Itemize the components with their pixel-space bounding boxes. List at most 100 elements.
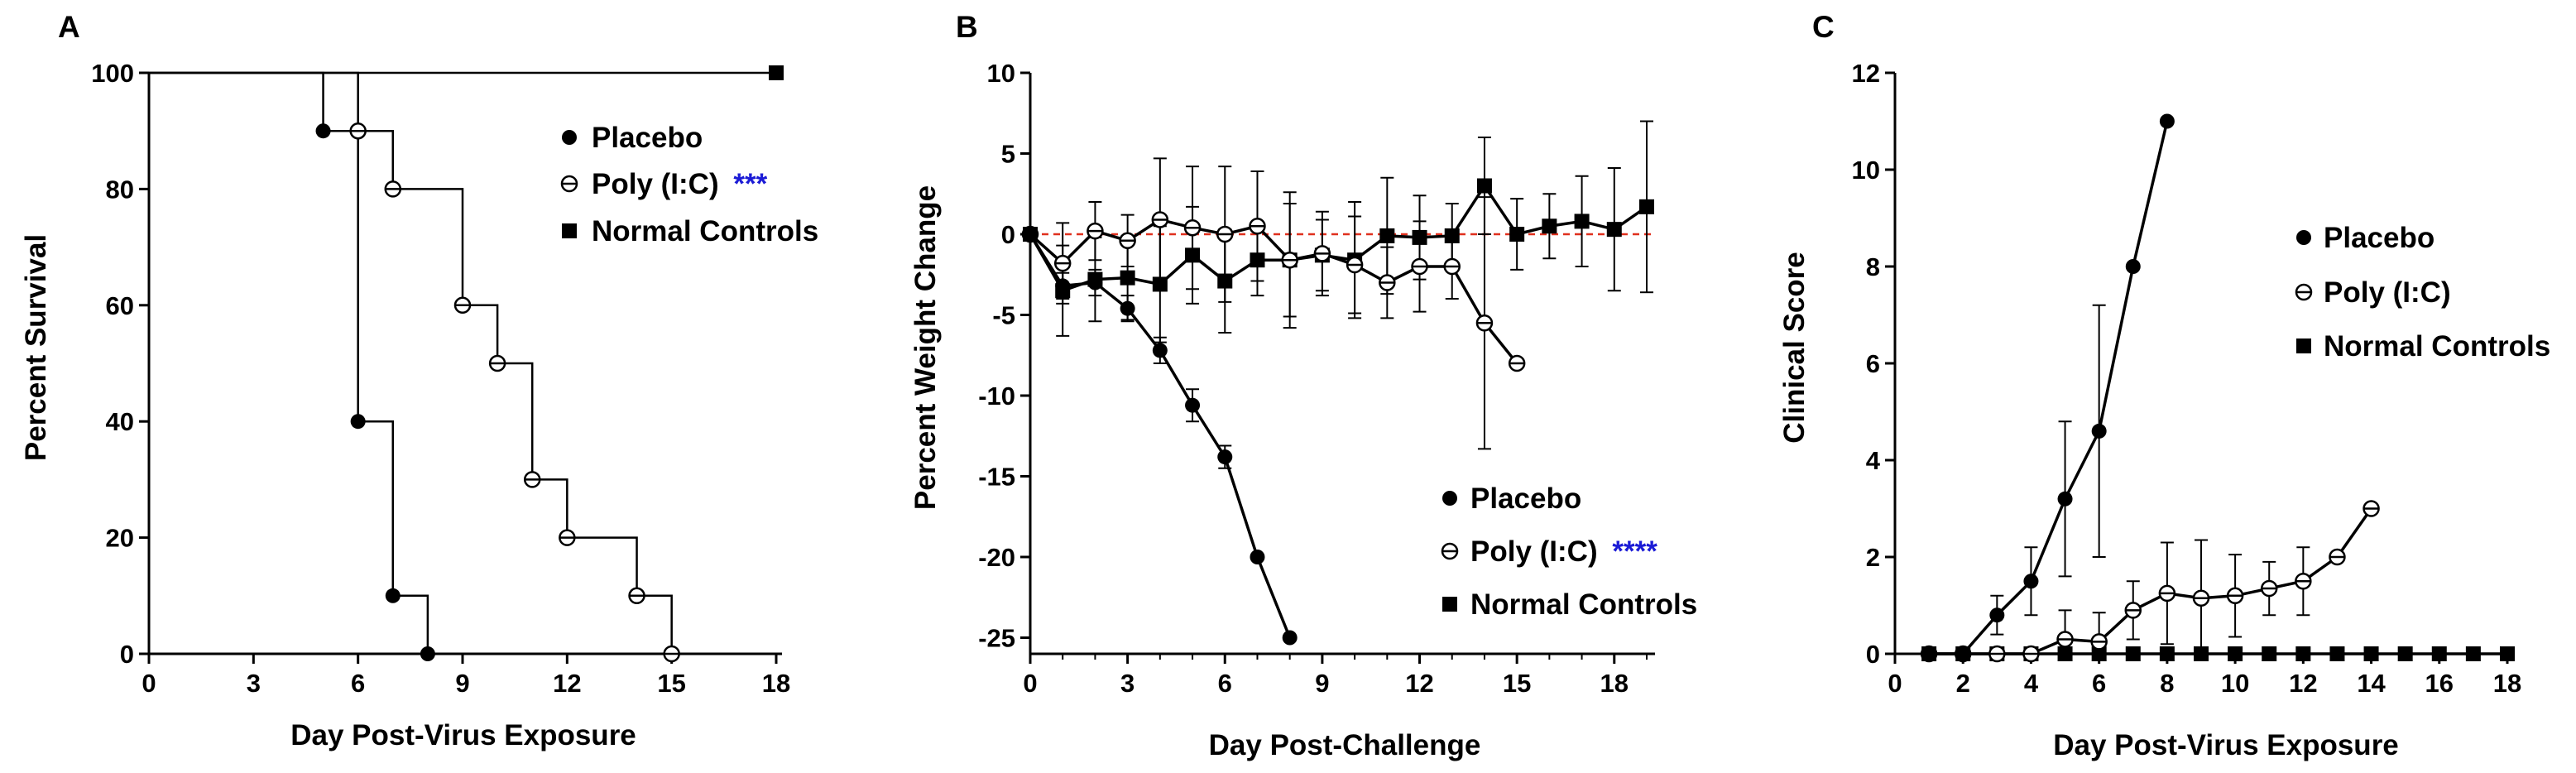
- panel-a-placebo-point: [315, 123, 331, 139]
- panel-c-controls-point: [2057, 646, 2073, 661]
- panel-a-letter: A: [58, 10, 80, 44]
- panel-b-placebo-point: [1217, 449, 1233, 465]
- panel-b-controls-point: [1606, 222, 1622, 238]
- legend-b-polyic-significance: ****: [1612, 535, 1657, 568]
- panel-c-xtick-label: 14: [2357, 669, 2386, 698]
- panel-b-controls-point: [1476, 178, 1492, 194]
- panel-b-ytick-label: -20: [978, 543, 1015, 572]
- panel-a-legend: Placebo Poly (I:C) *** Normal Controls: [560, 122, 818, 247]
- panel-c-controls-point: [2465, 646, 2481, 661]
- panel-c-xtick-label: 6: [2092, 669, 2106, 698]
- legend-c-placebo-marker: [2296, 230, 2311, 245]
- panel-b-ytick-label: 5: [1001, 140, 1015, 169]
- panel-b-controls-point: [1639, 199, 1654, 214]
- panel-b-controls-point: [1542, 218, 1557, 234]
- panel-a-ytick-label: 40: [106, 407, 134, 436]
- panel-c-controls-point: [2397, 646, 2413, 661]
- panel-a-xtick-label: 18: [762, 669, 790, 698]
- panel-b-axes: 0 3 6 9 12 15 18 -25 -20 -15 -10 -5 0 5 10: [978, 59, 1655, 698]
- panel-c-ytick-label: 8: [1866, 252, 1880, 281]
- panel-b-ytick-label: -25: [978, 624, 1015, 653]
- panel-b-placebo-point: [1152, 343, 1168, 358]
- panel-a-xlabel: Day Post-Virus Exposure: [290, 719, 636, 751]
- panel-a-placebo-curve: [149, 71, 429, 654]
- panel-b-ytick-label: -15: [978, 463, 1015, 492]
- legend-c-polyic: Poly (I:C): [2324, 276, 2451, 309]
- panel-b-xtick-label: 18: [1600, 669, 1629, 698]
- panel-b-controls-point: [1574, 214, 1590, 229]
- panel-a-ytick-label: 100: [91, 59, 134, 88]
- panel-a-polyic-curve: [149, 71, 673, 654]
- panel-b-ytick-label: -5: [992, 301, 1015, 330]
- panel-c-xtick-label: 8: [2160, 669, 2174, 698]
- panel-b-controls-point: [1217, 273, 1233, 289]
- panel-c-controls-point: [2091, 646, 2107, 661]
- panel-b-xtick-label: 12: [1405, 669, 1433, 698]
- panel-c-controls-point: [2125, 646, 2141, 661]
- panel-a-placebo-point: [385, 588, 401, 603]
- panel-c-controls-point: [2228, 646, 2243, 661]
- panel-b-placebo-point: [1055, 278, 1071, 294]
- panel-c-xtick-label: 2: [1956, 669, 1970, 698]
- panel-a-xtick-label: 12: [553, 669, 581, 698]
- panel-c-controls-point: [2329, 646, 2345, 661]
- panel-a-xtick-label: 6: [351, 669, 365, 698]
- panel-c-placebo-point: [2125, 259, 2141, 274]
- panel-b-xtick-label: 3: [1120, 669, 1134, 698]
- legend-c-placebo: Placebo: [2324, 222, 2434, 254]
- legend-b-placebo-marker: [1442, 491, 1457, 506]
- panel-c-xtick-label: 12: [2289, 669, 2317, 698]
- panel-b-xtick-label: 0: [1023, 669, 1037, 698]
- panel-a-plot: [149, 65, 784, 663]
- panel-b-placebo-point: [1282, 630, 1298, 646]
- panel-c-placebo-point: [1921, 646, 1937, 661]
- panel-b-plot: [1021, 120, 1655, 646]
- panel-b-placebo-point: [1250, 550, 1265, 564]
- panel-b-controls-point: [1152, 276, 1168, 292]
- panel-a-ytick-label: 60: [106, 291, 134, 320]
- panel-c-xtick-label: 16: [2425, 669, 2454, 698]
- panel-b-xtick-label: 6: [1218, 669, 1232, 698]
- panel-c-placebo-point: [1955, 646, 1971, 661]
- panel-a: A 0 3 6 9 12 15 18 0 20 40 60 80 100 Day Post-Virus …: [20, 10, 818, 751]
- panel-c-xtick-label: 10: [2221, 669, 2249, 698]
- legend-a-placebo-marker: [562, 130, 577, 145]
- panel-c-plot: [1920, 113, 2515, 663]
- legend-c-controls-marker: [2296, 338, 2311, 353]
- panel-c-xtick-label: 0: [1888, 669, 1902, 698]
- panel-a-xtick-label: 0: [142, 669, 156, 698]
- legend-b-controls-marker: [1442, 597, 1457, 612]
- panel-c-controls-point: [2363, 646, 2379, 661]
- panel-b-placebo-point: [1120, 300, 1135, 316]
- panel-b-controls-point: [1185, 247, 1201, 263]
- panel-b-placebo-point: [1023, 227, 1038, 242]
- panel-c-ylabel: Clinical Score: [1778, 252, 1811, 443]
- panel-c-controls-point: [2500, 646, 2515, 661]
- panel-b-ytick-label: 10: [987, 59, 1015, 88]
- panel-a-xtick-label: 9: [455, 669, 469, 698]
- panel-c-ytick-label: 12: [1852, 59, 1880, 88]
- panel-c-ytick-label: 0: [1866, 640, 1880, 669]
- panel-c: C 0 2 4 6 8 10 12 14 16 18 0 2 4 6 8 10 12 Day Post-Viru…: [1778, 10, 2550, 761]
- panel-c-ytick-label: 2: [1866, 543, 1880, 572]
- panel-a-ytick-label: 20: [106, 524, 134, 553]
- panel-a-ylabel: Percent Survival: [20, 234, 52, 461]
- panel-b-controls-point: [1444, 228, 1460, 243]
- panel-c-placebo-point: [2159, 113, 2175, 129]
- legend-a-polyic: Poly (I:C): [592, 168, 719, 200]
- legend-b-polyic-line: Poly (I:C) ****: [1470, 535, 1657, 568]
- panel-b-letter: B: [956, 10, 978, 44]
- panel-b: B 0 3 6 9 12 15 18 -25 -20 -15 -10 -5 0 5 10 Day Post-…: [909, 10, 1697, 761]
- panel-b-controls-point: [1120, 270, 1135, 286]
- panel-c-controls-point: [2295, 646, 2311, 661]
- panel-c-ytick-label: 6: [1866, 349, 1880, 378]
- panel-c-ytick-label: 10: [1852, 156, 1880, 185]
- panel-b-placebo-point: [1087, 275, 1103, 290]
- panel-a-xtick-label: 3: [247, 669, 261, 698]
- panel-c-placebo-point: [1989, 607, 2005, 623]
- panel-c-axes: 0 2 4 6 8 10 12 14 16 18 0 2 4 6 8 10 12: [1852, 59, 2522, 698]
- panel-a-controls-point: [769, 65, 784, 80]
- legend-a-polyic-line: Poly (I:C) ***: [592, 168, 768, 200]
- panel-c-controls-point: [2194, 646, 2209, 661]
